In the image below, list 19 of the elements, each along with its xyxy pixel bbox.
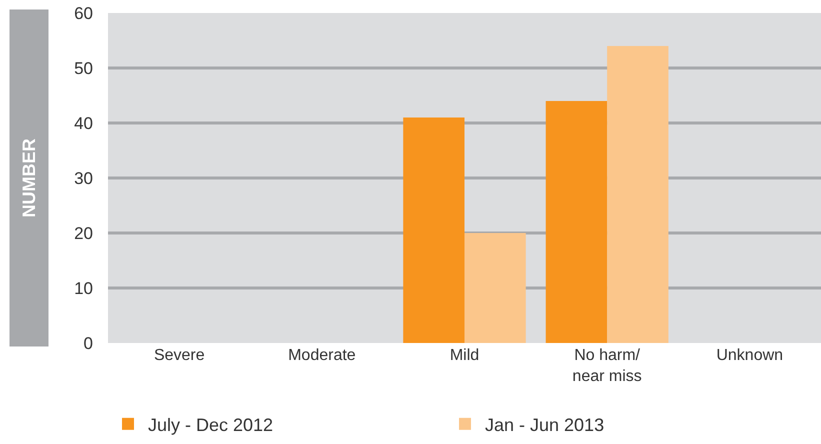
y-axis-title: NUMBER [19, 138, 39, 218]
y-tick-label: 30 [74, 168, 93, 188]
bar [546, 101, 608, 343]
legend-label: Jan - Jun 2013 [485, 414, 604, 435]
bar [464, 233, 526, 343]
y-tick-label: 10 [74, 278, 93, 298]
y-tick-label: 60 [74, 4, 93, 23]
y-tick-label: 0 [84, 334, 93, 353]
x-tick-label: Mild [450, 347, 480, 364]
x-tick-label: No harm/ near miss [572, 347, 642, 385]
x-tick-label: Severe [154, 347, 205, 364]
legend-label: July - Dec 2012 [148, 414, 274, 435]
x-tick-label: Moderate [288, 347, 356, 364]
y-tick-label: 20 [74, 224, 93, 243]
bar [607, 46, 668, 343]
x-tick-label: Unknown [716, 347, 784, 364]
y-tick-label: 50 [74, 58, 93, 78]
bar [403, 118, 464, 343]
y-tick-label: 40 [74, 114, 93, 133]
